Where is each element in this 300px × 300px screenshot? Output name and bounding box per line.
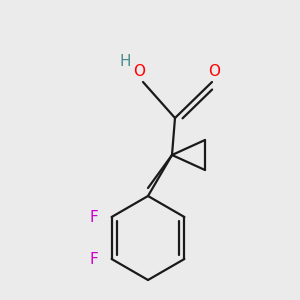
Text: O: O — [208, 64, 220, 80]
Text: O: O — [133, 64, 145, 80]
Text: F: F — [89, 251, 98, 266]
Text: H: H — [119, 55, 131, 70]
Text: F: F — [89, 209, 98, 224]
